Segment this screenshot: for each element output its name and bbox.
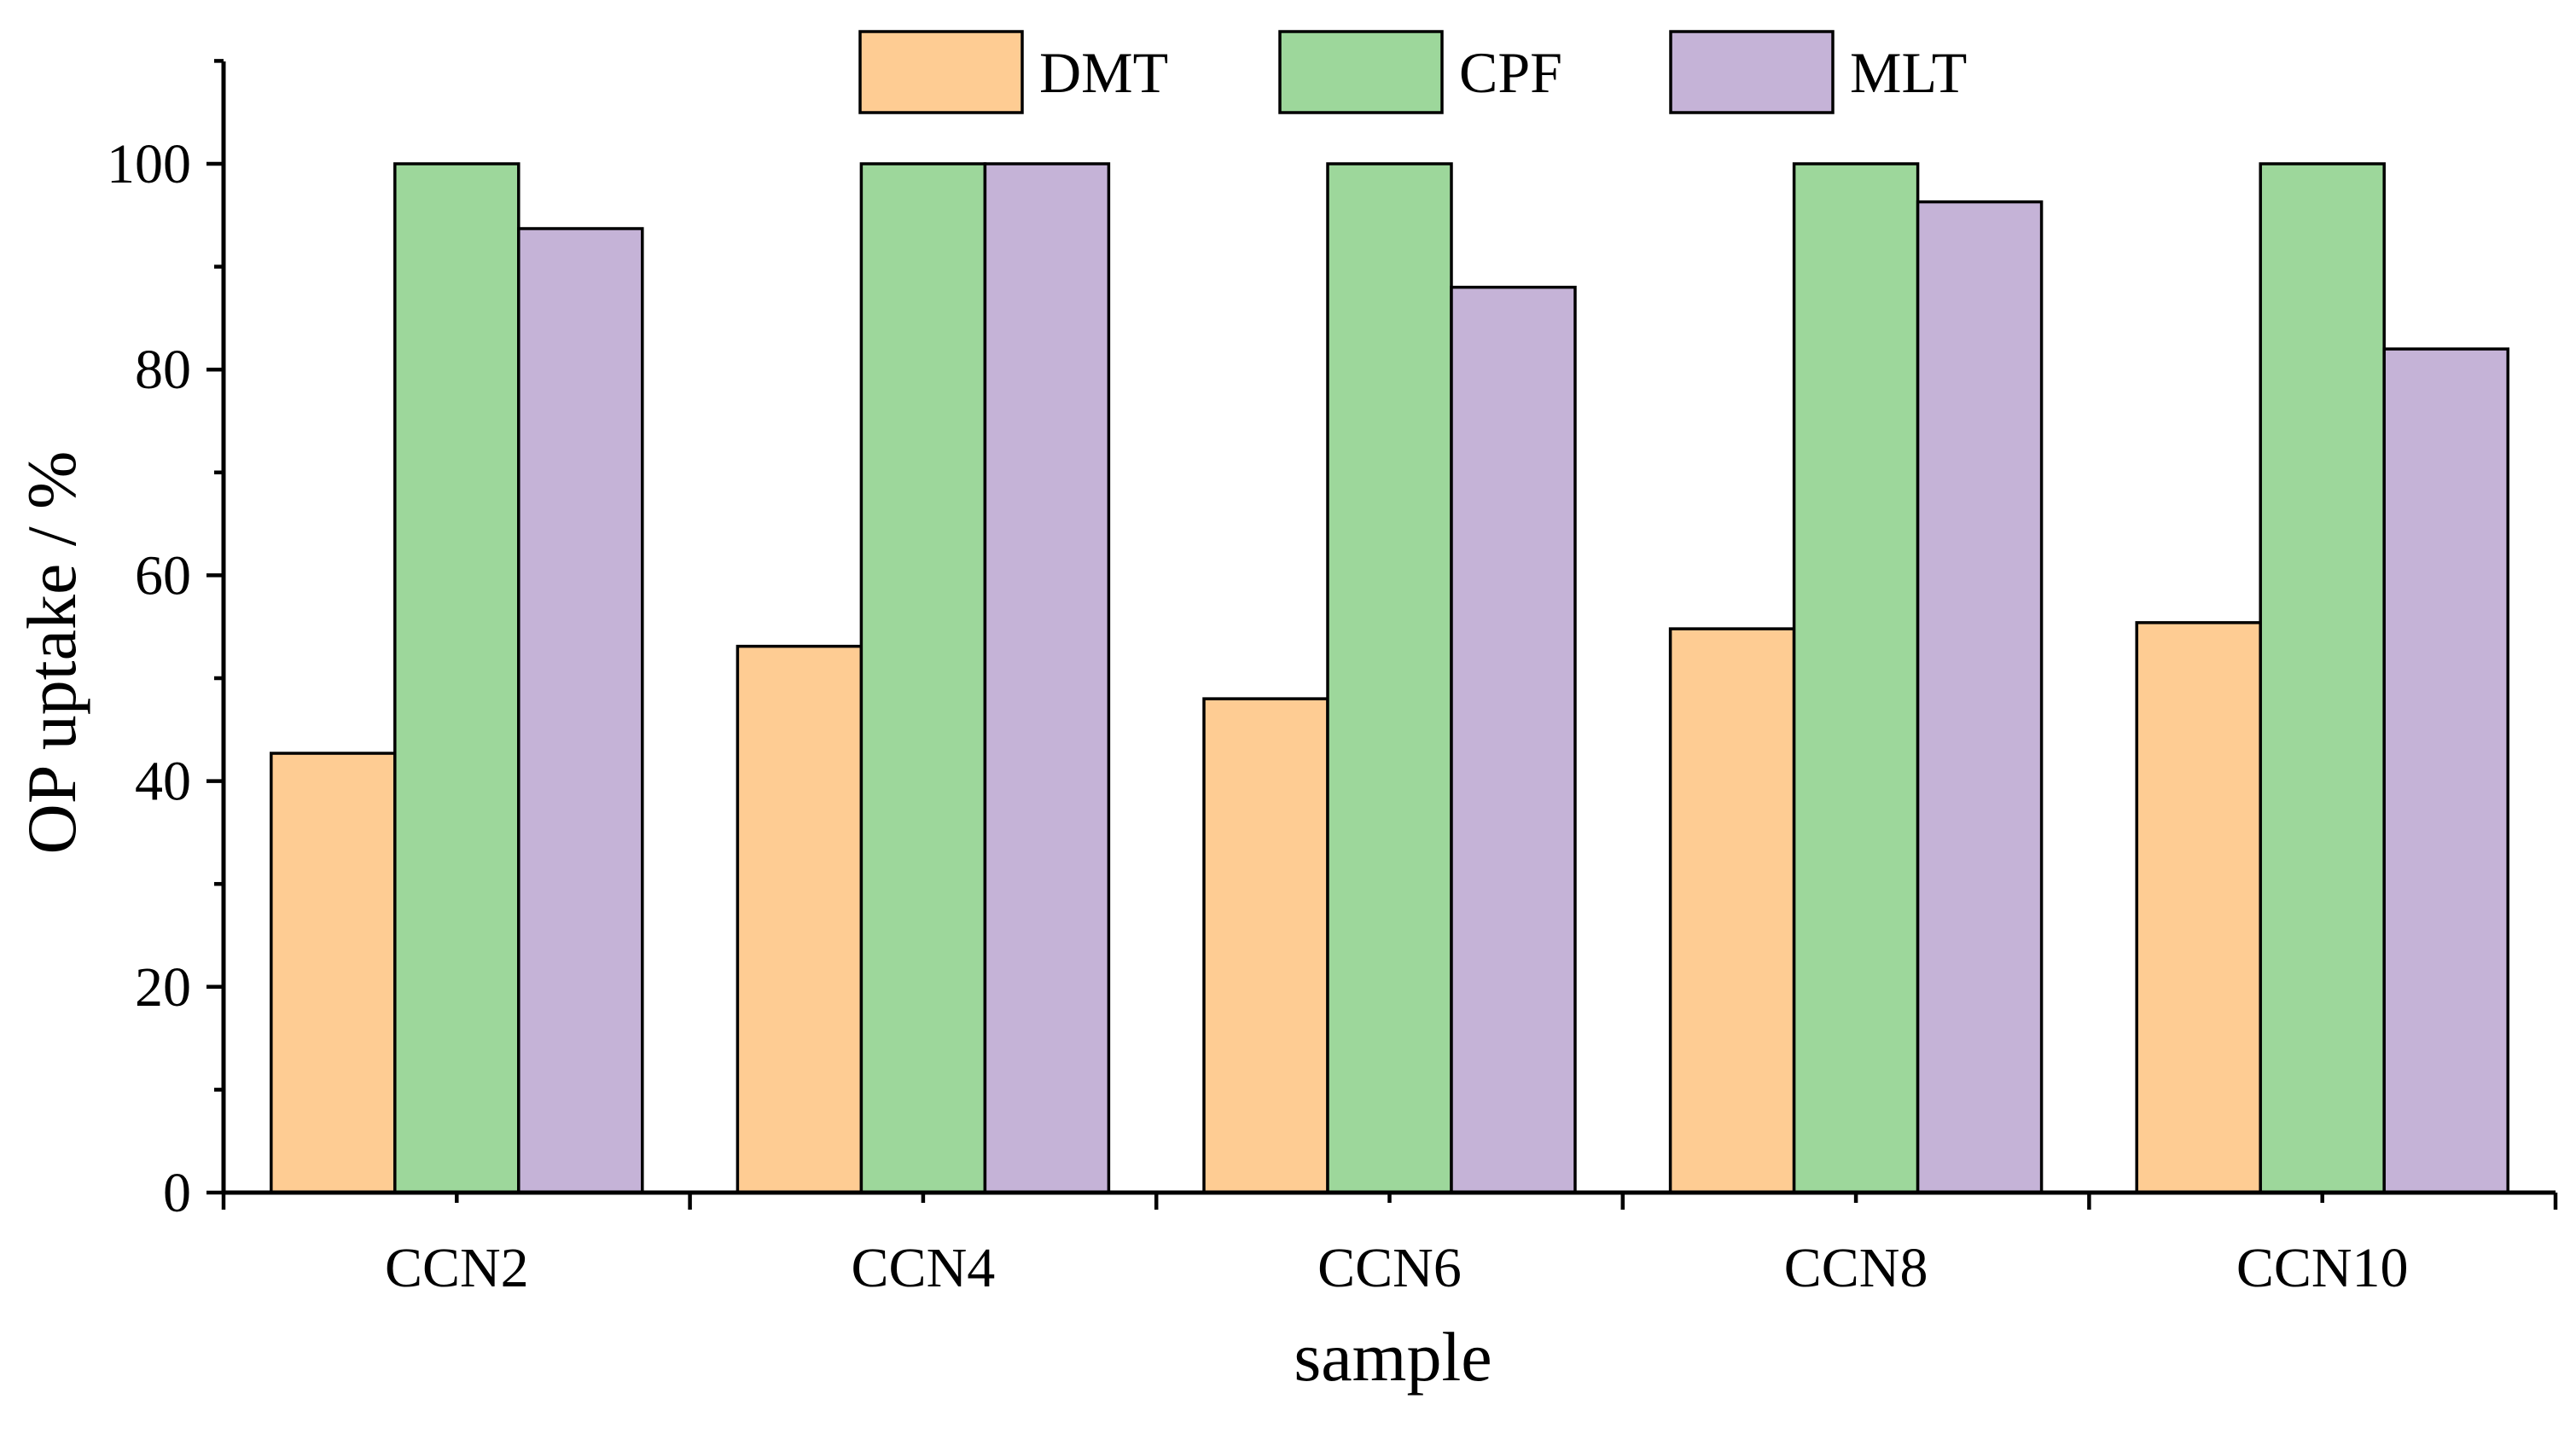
bar-dmt-ccn10 [2135,621,2262,1194]
y-ticks: 0 20 40 60 80 100 [107,59,224,1224]
legend-swatch-dmt [858,30,1024,114]
bar-dmt-ccn4 [736,644,864,1194]
bar-cpf-ccn10 [2259,162,2386,1194]
y-tick-label: 40 [135,751,191,813]
bar-cpf-ccn2 [393,162,520,1194]
y-tick-label: 80 [135,339,191,401]
bar-dmt-ccn8 [1668,627,1796,1194]
y-tick-label: 100 [107,133,191,195]
bar-cpf-ccn6 [1326,162,1453,1194]
legend: DMT CPF MLT [858,30,1967,114]
bars-layer [270,162,2509,1194]
x-ticks: CCN2 CCN4 CCN6 CCN8 CCN10 [221,1193,2558,1299]
bar-mlt-ccn4 [983,162,1111,1194]
x-tick-label: CCN10 [2236,1237,2409,1299]
y-tick-label: 20 [135,956,191,1019]
bar-mlt-ccn6 [1450,285,1577,1194]
x-tick-label: CCN6 [1317,1237,1462,1299]
bar-cpf-ccn4 [859,162,987,1194]
legend-label-dmt: DMT [1039,40,1168,105]
bar-mlt-ccn10 [2382,347,2509,1194]
bar-mlt-ccn8 [1916,200,2044,1194]
legend-label-cpf: CPF [1459,40,1562,105]
x-axis-title: sample [1294,1318,1492,1396]
bar-dmt-ccn6 [1202,697,1329,1194]
y-tick-label: 60 [135,544,191,607]
x-tick-label: CCN8 [1784,1237,1928,1299]
y-tick-label: 0 [163,1162,191,1224]
legend-swatch-mlt [1669,30,1835,114]
x-tick-label: CCN4 [852,1237,996,1299]
bar-dmt-ccn2 [270,752,397,1194]
legend-swatch-cpf [1278,30,1444,114]
y-axis-title: OP uptake / % [13,451,90,855]
x-tick-label: CCN2 [385,1237,529,1299]
legend-label-mlt: MLT [1850,40,1967,105]
bar-mlt-ccn2 [517,227,644,1194]
bar-cpf-ccn8 [1792,162,1920,1194]
